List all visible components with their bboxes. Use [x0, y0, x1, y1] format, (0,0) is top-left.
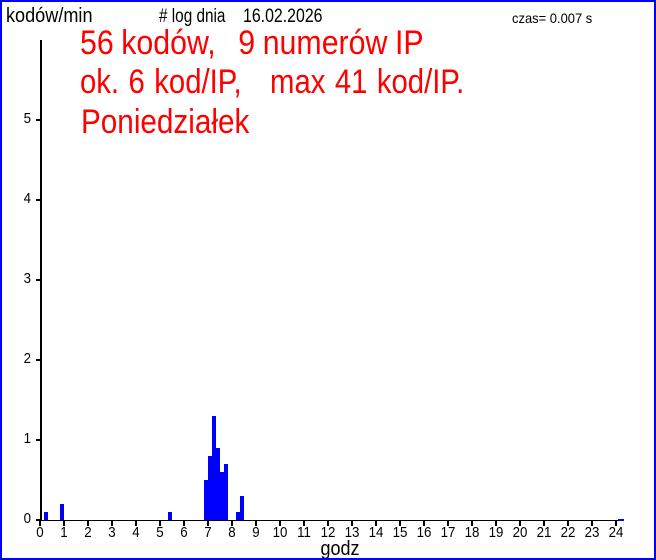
- x-tick: [591, 521, 593, 526]
- x-tick: [135, 521, 137, 526]
- x-tick: [39, 521, 41, 526]
- x-tick: [351, 521, 353, 526]
- x-axis-title: godz: [319, 537, 360, 560]
- annotation-line-2: ok. 6 kod/IP, max 41 kod/IP.: [80, 63, 465, 102]
- y-tick-label: 2: [23, 349, 32, 367]
- x-tick: [87, 521, 89, 526]
- y-tick-label: 3: [23, 269, 32, 287]
- x-tick-label: 5: [156, 524, 164, 542]
- y-tick: [35, 359, 40, 361]
- x-tick-label: 9: [252, 524, 260, 542]
- x-tick: [63, 521, 65, 526]
- x-tick: [375, 521, 377, 526]
- x-tick: [183, 521, 185, 526]
- x-tick: [495, 521, 497, 526]
- histogram-bar: [208, 456, 212, 520]
- x-tick-label: 14: [368, 524, 384, 542]
- y-axis-line: [40, 40, 42, 522]
- x-tick-label: 2: [84, 524, 92, 542]
- x-tick: [279, 521, 281, 526]
- x-tick-label: 24: [608, 524, 624, 542]
- histogram-bar: [212, 416, 216, 520]
- y-tick-label: 5: [23, 109, 32, 127]
- x-tick-label: 11: [297, 524, 311, 542]
- histogram-bar: [220, 472, 224, 520]
- x-tick-label: 19: [488, 524, 504, 542]
- y-tick-label: 1: [23, 429, 32, 447]
- log-date: 16.02.2026: [242, 5, 323, 27]
- x-tick-label: 8: [228, 524, 236, 542]
- x-tick-label: 18: [464, 524, 480, 542]
- x-tick-label: 15: [392, 524, 408, 542]
- histogram-bar: [204, 480, 208, 520]
- x-tick: [231, 521, 233, 526]
- x-tick-label: 7: [204, 524, 212, 542]
- x-tick: [423, 521, 425, 526]
- x-tick: [327, 521, 329, 526]
- histogram-bar: [60, 504, 64, 520]
- x-axis-line: [40, 519, 618, 522]
- y-axis-unit-label: kodów/min: [6, 5, 93, 28]
- x-tick: [111, 521, 113, 526]
- histogram-bar: [236, 512, 240, 520]
- x-tick-label: 3: [108, 524, 116, 542]
- log-title: # log dnia: [159, 5, 226, 27]
- y-tick-label: 0: [23, 509, 32, 527]
- x-tick-label: 0: [36, 524, 44, 542]
- histogram-bar: [168, 512, 172, 520]
- histogram-bar: [224, 464, 228, 520]
- y-tick: [35, 439, 40, 441]
- x-tick-label: 4: [132, 524, 140, 542]
- x-tick-label: 10: [272, 524, 288, 542]
- x-tick: [567, 521, 569, 526]
- annotation-line-3: Poniedziałek: [80, 103, 250, 142]
- x-tick: [399, 521, 401, 526]
- x-tick: [303, 521, 305, 526]
- histogram-bar: [216, 448, 220, 520]
- x-tick-label: 13: [344, 524, 360, 542]
- x-tick: [159, 521, 161, 526]
- y-tick: [35, 519, 40, 521]
- x-tick: [615, 521, 617, 526]
- x-tick-label: 1: [60, 524, 68, 542]
- elapsed-time-label: czas= 0.007 s: [512, 9, 593, 26]
- y-tick: [35, 279, 40, 281]
- x-tick: [519, 521, 521, 526]
- y-tick: [35, 119, 40, 121]
- x-tick: [207, 521, 209, 526]
- x-tick-label: 22: [560, 524, 576, 542]
- x-tick-label: 21: [536, 524, 552, 542]
- x-tick-label: 16: [416, 524, 432, 542]
- histogram-bar: [240, 496, 244, 520]
- histogram-bar: [44, 512, 48, 520]
- y-tick-label: 4: [23, 189, 32, 207]
- x-tick-label: 12: [320, 524, 336, 542]
- x-tick: [447, 521, 449, 526]
- baseline-tail: [617, 519, 624, 521]
- x-tick: [543, 521, 545, 526]
- x-tick: [255, 521, 257, 526]
- x-tick-label: 17: [440, 524, 456, 542]
- x-tick-label: 23: [584, 524, 600, 542]
- annotation-line-1: 56 kodów, 9 numerów IP: [79, 23, 424, 62]
- x-tick-label: 20: [512, 524, 528, 542]
- y-tick: [35, 199, 40, 201]
- x-tick: [471, 521, 473, 526]
- x-tick-label: 6: [180, 524, 188, 542]
